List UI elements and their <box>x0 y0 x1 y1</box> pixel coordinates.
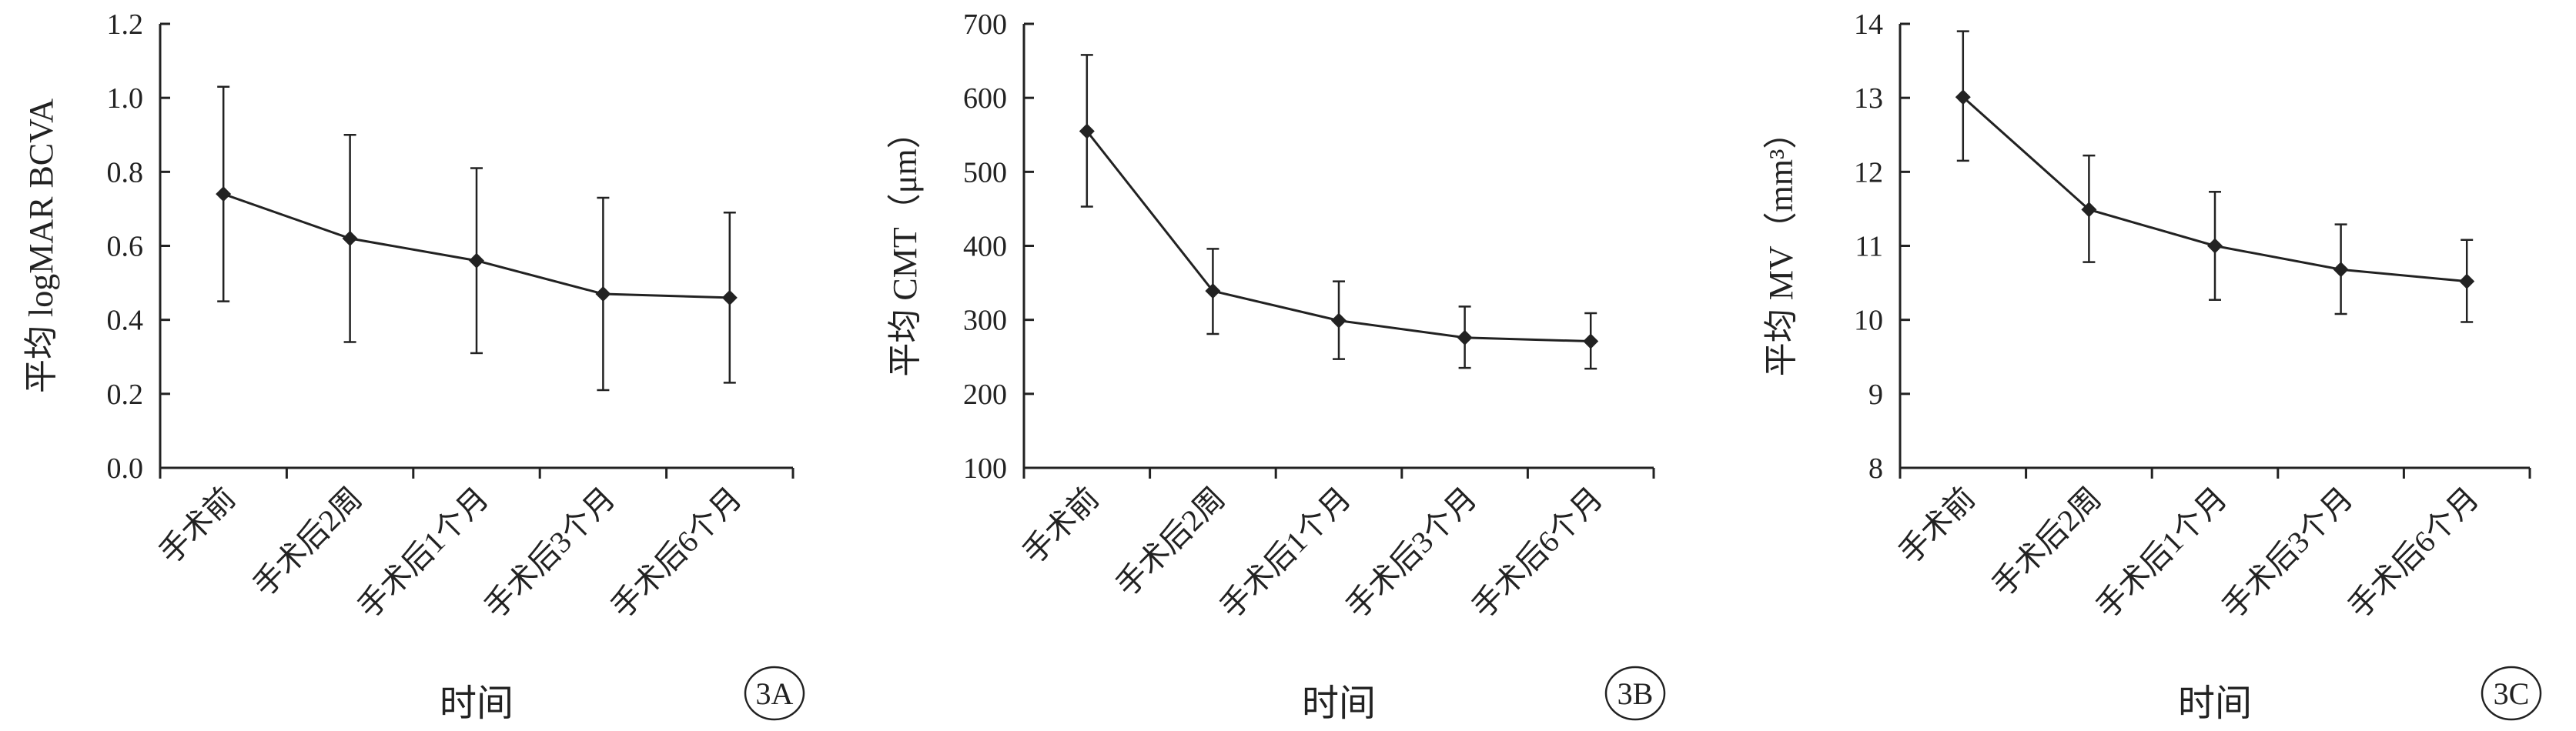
series-0 <box>216 85 738 392</box>
panel-label: 3A <box>756 676 794 711</box>
data-point <box>2207 238 2223 254</box>
data-point <box>2333 262 2349 278</box>
y-tick-label: 0.4 <box>107 305 144 337</box>
x-tick-label: 手术后6个月 <box>604 481 748 625</box>
y-tick-label: 1.0 <box>107 82 144 115</box>
y-tick-label: 14 <box>1854 8 1883 41</box>
data-point <box>1205 283 1221 299</box>
y-tick-label: 11 <box>1855 231 1883 263</box>
x-tick-label: 手术后2周 <box>1109 481 1232 603</box>
series-0 <box>1955 30 2475 323</box>
x-tick-label: 手术后6个月 <box>1465 481 1609 625</box>
y-tick-label: 13 <box>1854 82 1883 115</box>
y-tick-label: 500 <box>963 156 1007 189</box>
y-tick-label: 0.2 <box>107 379 144 411</box>
y-tick-label: 100 <box>963 452 1007 485</box>
data-point <box>2081 202 2097 218</box>
y-tick-label: 0.0 <box>107 452 144 485</box>
panel-label: 3C <box>2494 676 2530 711</box>
y-tick-label: 10 <box>1854 305 1883 337</box>
x-tick-label: 手术后3个月 <box>2216 481 2360 625</box>
x-tick-label: 手术后2周 <box>1986 481 2108 603</box>
chart-panel-3A: 0.0 0.2 0.4 0.6 0.8 1.0 1.2 手术前 手术后2周手术后1个月手术后3个… <box>22 8 805 724</box>
chart-panel-3B: 100 200 300 400 500 600 700 手术前 手术后2周手术后1个月手术后3个… <box>886 8 1666 724</box>
y-axis-label: 平均 logMAR BCVA <box>22 98 60 393</box>
y-tick-label: 300 <box>963 305 1007 337</box>
data-point <box>216 186 232 202</box>
y-tick-label: 0.8 <box>107 156 144 189</box>
y-tick-label: 8 <box>1868 452 1883 485</box>
y-tick-label: 1.2 <box>107 8 144 41</box>
y-tick-label: 600 <box>963 82 1007 115</box>
y-tick-label: 200 <box>963 379 1007 411</box>
x-tick-label: 手术后2周 <box>246 481 369 603</box>
panel-label-circle <box>1604 666 1666 721</box>
data-point <box>1457 329 1473 345</box>
x-tick-label: 手术前 <box>152 481 243 571</box>
data-point <box>1955 89 1971 105</box>
y-tick-label: 700 <box>963 8 1007 41</box>
data-point <box>1079 123 1095 139</box>
x-axis-label: 时间 <box>2178 683 2252 724</box>
x-tick-label: 手术前 <box>1892 481 1982 571</box>
data-point <box>1331 312 1347 329</box>
panel-label-circle <box>2481 666 2542 721</box>
y-tick-label: 400 <box>963 231 1007 263</box>
x-tick-label: 手术前 <box>1015 481 1106 571</box>
series-0 <box>1079 54 1599 370</box>
x-tick-label: 手术后3个月 <box>477 481 621 625</box>
panel-label-circle <box>744 666 805 721</box>
x-tick-label: 手术后1个月 <box>1213 481 1357 625</box>
x-tick-label: 手术后6个月 <box>2341 481 2485 625</box>
data-point <box>595 286 611 302</box>
y-axis-label: 平均 CMT（μm） <box>886 115 924 376</box>
x-tick-label: 手术后1个月 <box>2089 481 2233 625</box>
data-point <box>1583 333 1599 349</box>
y-axis-label: 平均 MV（mm³） <box>1762 115 1800 377</box>
x-axis-label: 时间 <box>440 683 514 724</box>
data-point <box>2459 273 2475 289</box>
y-tick-label: 0.6 <box>107 231 144 263</box>
x-tick-label: 手术后3个月 <box>1340 481 1484 625</box>
y-tick-label: 12 <box>1854 156 1883 189</box>
panel-label: 3B <box>1618 676 1654 711</box>
data-point <box>469 252 484 269</box>
y-tick-label: 9 <box>1868 379 1883 411</box>
x-axis-label: 时间 <box>1302 683 1376 724</box>
data-point <box>342 230 358 246</box>
x-tick-label: 手术后1个月 <box>351 481 495 625</box>
data-point <box>721 289 738 305</box>
